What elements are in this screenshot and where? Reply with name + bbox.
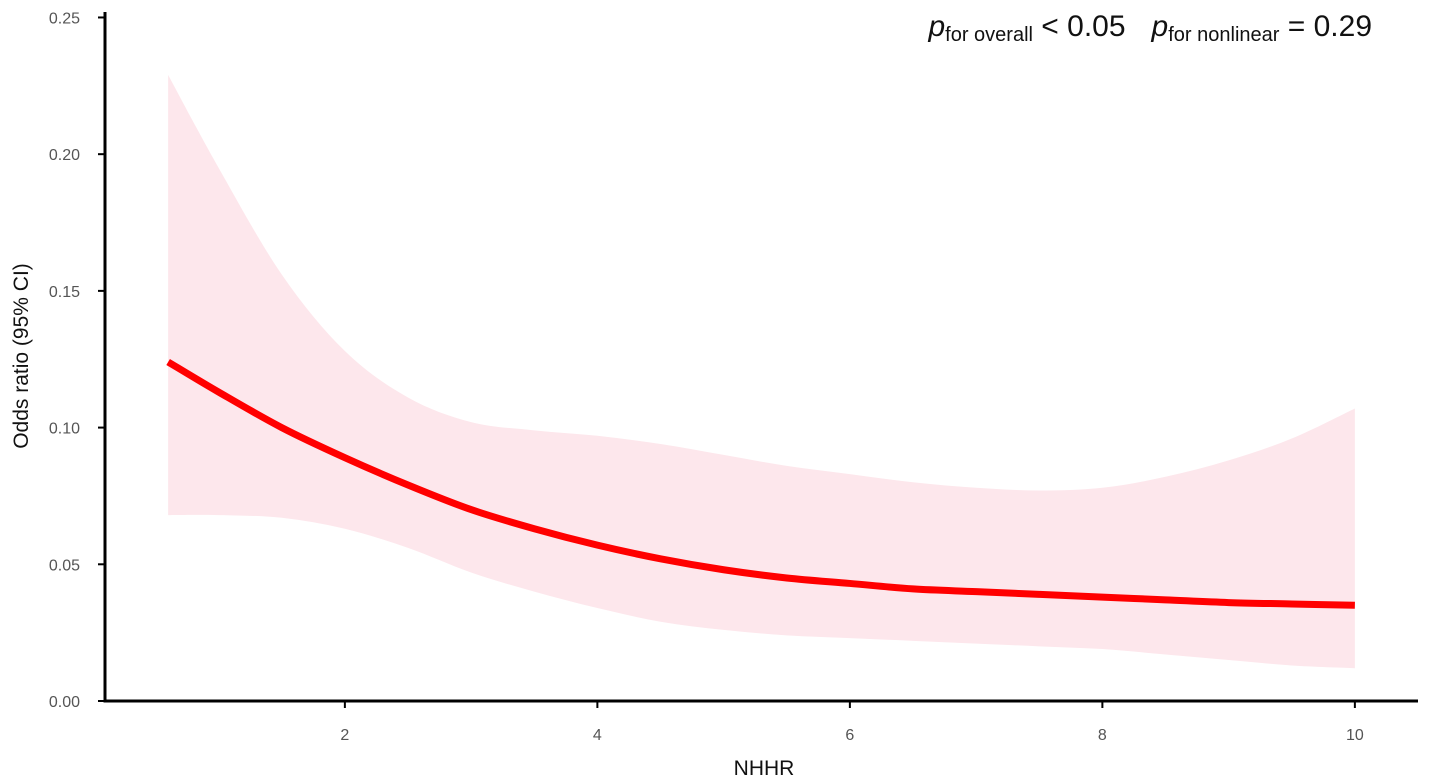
- y-tick-label: 0.15: [49, 284, 80, 301]
- confidence-band: [168, 74, 1355, 669]
- x-tick-label: 8: [1098, 727, 1107, 744]
- x-axis-title: NHHR: [734, 757, 795, 780]
- y-tick-label: 0.20: [49, 147, 80, 164]
- y-tick-label: 0.00: [49, 694, 80, 711]
- y-tick-label: 0.25: [49, 10, 80, 27]
- p-value-annotation: pfor overall < 0.05 pfor nonlinear = 0.29: [927, 10, 1372, 46]
- y-tick-label: 0.05: [49, 557, 80, 574]
- p-overall-symbol: p: [927, 10, 945, 43]
- x-tick-label: 6: [845, 727, 854, 744]
- p-nonlinear-value: = 0.29: [1279, 10, 1372, 43]
- odds-ratio-line: [166, 358, 1355, 609]
- p-nonlinear-symbol: p: [1151, 10, 1169, 43]
- y-axis-title: Odds ratio (95% CI): [10, 263, 33, 449]
- x-tick-label: 4: [593, 727, 602, 744]
- p-overall-value: < 0.05: [1033, 10, 1126, 43]
- x-tick-label: 2: [340, 727, 349, 744]
- y-tick-label: 0.10: [49, 421, 80, 438]
- p-nonlinear-subscript: for nonlinear: [1168, 24, 1280, 46]
- p-overall-subscript: for overall: [945, 24, 1033, 46]
- x-tick-label: 10: [1346, 727, 1364, 744]
